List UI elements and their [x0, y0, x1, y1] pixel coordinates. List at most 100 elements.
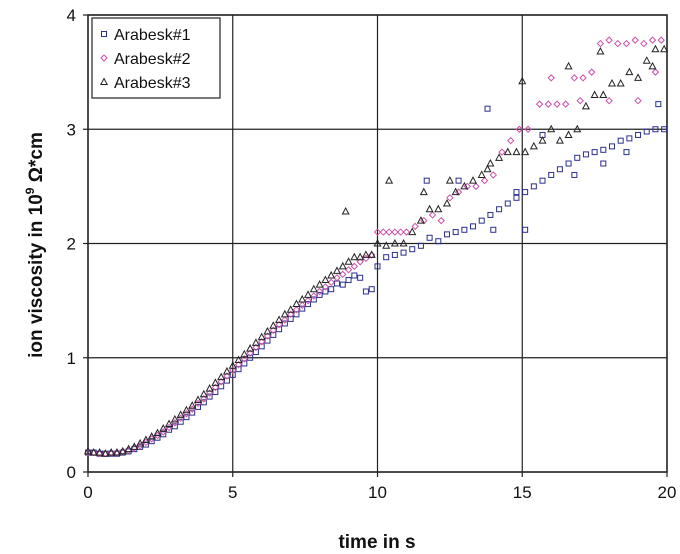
data-point — [648, 36, 657, 44]
data-point — [159, 424, 168, 432]
y-axis-label: ion viscosity in 109 Ω*cm — [23, 132, 47, 358]
data-point — [101, 449, 110, 457]
data-point — [257, 332, 266, 341]
data-point — [327, 270, 336, 279]
data-point — [435, 238, 442, 245]
data-point — [400, 249, 407, 256]
data-point — [328, 286, 335, 293]
data-point — [506, 136, 515, 145]
data-point — [310, 296, 317, 303]
data-point — [165, 419, 174, 428]
data-point — [89, 448, 98, 456]
data-point — [579, 74, 587, 82]
data-point — [182, 405, 191, 414]
data-point — [600, 160, 607, 167]
data-point — [382, 241, 391, 249]
data-point — [247, 354, 254, 361]
data-point — [642, 56, 651, 64]
data-point — [651, 44, 660, 53]
data-point — [623, 149, 630, 156]
data-point — [147, 432, 156, 440]
data-point — [616, 78, 625, 87]
data-point — [513, 189, 520, 196]
data-point — [496, 206, 503, 213]
y-axis-label-base: ion viscosity in 10 — [26, 194, 47, 358]
data-point — [461, 226, 468, 233]
data-point — [350, 262, 359, 271]
data-point — [292, 299, 301, 308]
data-point — [503, 147, 512, 156]
legend-marker-1 — [101, 31, 107, 37]
data-point — [356, 252, 365, 261]
data-point — [614, 39, 622, 48]
data-point — [518, 76, 527, 85]
data-point — [345, 277, 352, 284]
x-tick-label: 5 — [228, 483, 237, 502]
data-point — [199, 389, 208, 398]
data-point — [305, 301, 312, 308]
data-point — [515, 125, 524, 133]
data-point — [640, 39, 648, 48]
data-point — [483, 164, 492, 173]
data-point — [469, 176, 478, 184]
data-point — [544, 100, 553, 108]
data-point — [316, 291, 323, 298]
data-point — [333, 274, 341, 282]
y-axis-label-unit: Ω*cm — [26, 132, 47, 187]
legend-label-2: Arabesk#2 — [114, 51, 191, 68]
x-tick-label: 20 — [658, 483, 677, 502]
data-point — [200, 395, 208, 403]
data-point — [661, 126, 668, 133]
data-point — [379, 228, 387, 236]
data-point — [218, 383, 225, 390]
data-point — [362, 288, 369, 295]
data-point — [246, 349, 254, 357]
data-point — [141, 435, 150, 444]
data-point — [195, 403, 202, 410]
data-point — [548, 171, 555, 178]
data-point — [205, 384, 214, 392]
data-point — [556, 166, 563, 173]
data-point — [452, 229, 459, 236]
data-point — [487, 211, 494, 218]
data-point — [315, 280, 324, 288]
data-point — [327, 278, 335, 287]
data-point — [351, 272, 358, 279]
y-tick-label: 0 — [67, 463, 76, 482]
data-point — [390, 238, 399, 247]
y-tick-label: 1 — [67, 349, 76, 368]
data-point — [229, 366, 237, 375]
data-point — [95, 448, 104, 456]
data-point — [246, 344, 255, 352]
data-point — [553, 100, 561, 108]
data-point — [425, 204, 434, 213]
data-point — [269, 321, 278, 329]
legend-box — [91, 17, 221, 99]
data-point — [252, 343, 260, 352]
data-point — [257, 338, 266, 346]
data-point — [535, 100, 544, 108]
x-tick-label: 0 — [83, 483, 92, 502]
data-point — [470, 223, 477, 230]
data-point — [480, 176, 489, 185]
data-point — [176, 410, 185, 418]
data-point — [367, 250, 376, 258]
data-point — [188, 401, 197, 409]
data-point — [599, 90, 608, 98]
data-point — [408, 227, 417, 236]
data-point — [622, 39, 631, 48]
x-axis-label: time in s — [338, 532, 415, 553]
data-point — [240, 349, 249, 358]
data-point — [561, 100, 570, 108]
data-point — [648, 61, 657, 70]
x-tick-label: 15 — [513, 483, 532, 502]
data-point — [574, 154, 581, 161]
data-point — [529, 141, 538, 150]
data-point — [547, 124, 556, 133]
data-point — [607, 78, 617, 87]
data-point — [437, 216, 445, 225]
data-point — [582, 151, 589, 158]
data-point — [332, 266, 342, 274]
data-point — [298, 301, 306, 309]
